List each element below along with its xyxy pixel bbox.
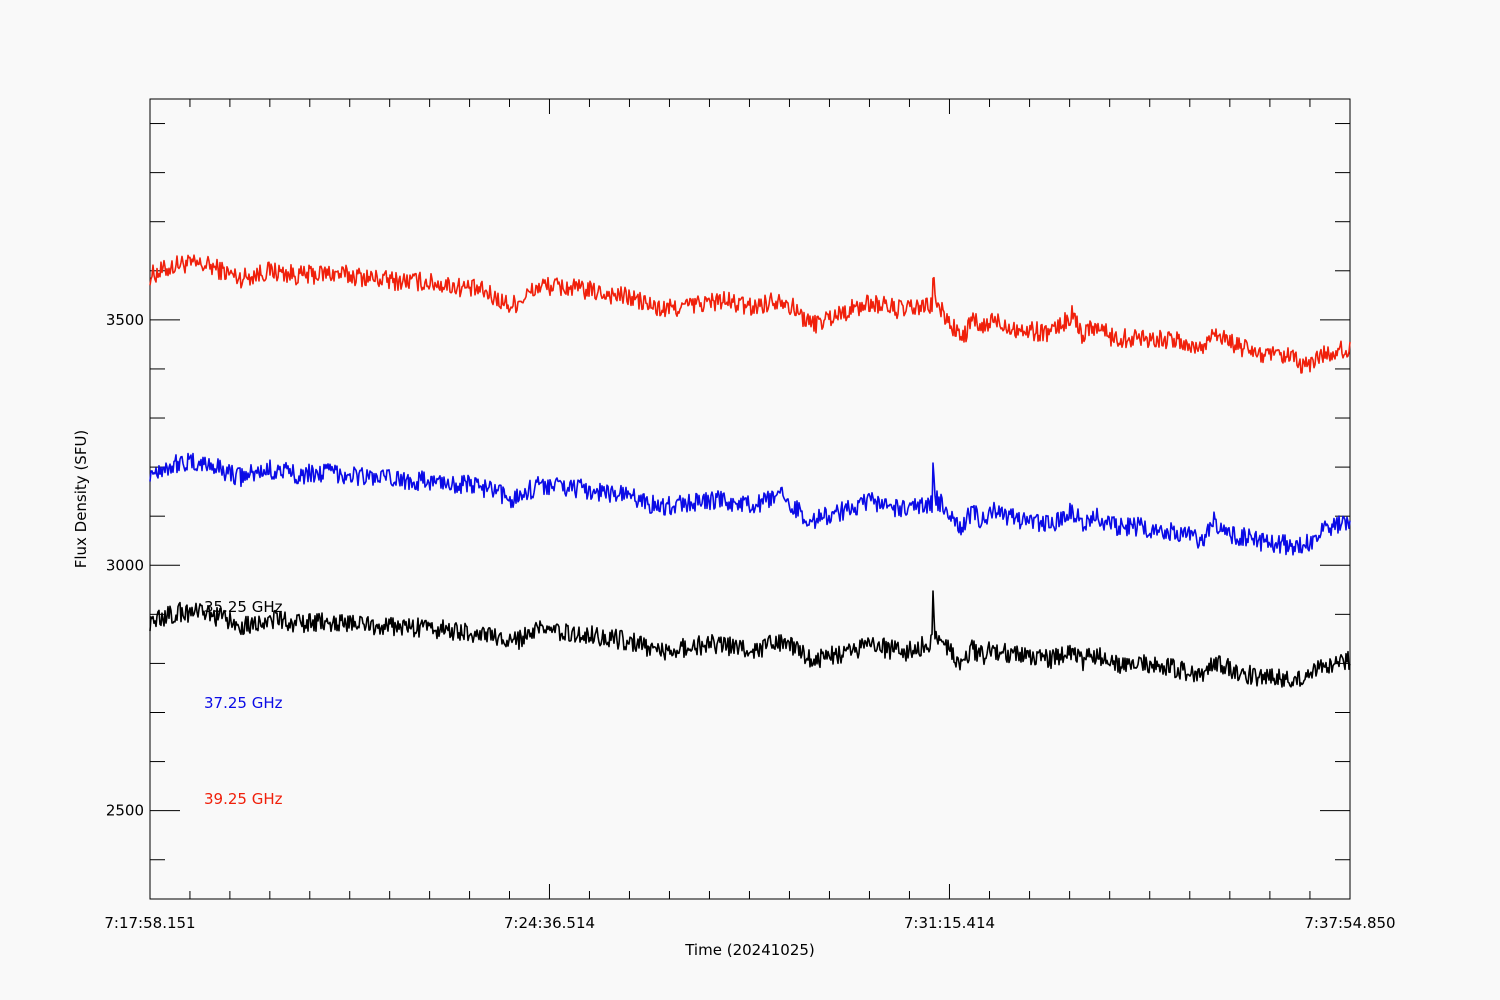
y-tick-label: 3500 (106, 311, 144, 329)
x-tick-label: 7:24:36.514 (504, 914, 595, 932)
x-tick-label: 7:17:58.151 (104, 914, 195, 932)
y-tick-label: 3000 (106, 556, 144, 574)
x-tick-label: 7:31:15.414 (904, 914, 995, 932)
y-axis-title: Flux Density (SFU) (72, 430, 90, 569)
x-axis-title: Time (20241025) (684, 941, 815, 959)
legend-label: 35.25 GHz (204, 598, 283, 616)
x-tick-label: 7:37:54.850 (1304, 914, 1395, 932)
plot-frame (149, 98, 1351, 900)
series-line-39_25-GHz (149, 254, 1351, 374)
series-line-37_25-GHz (149, 452, 1351, 556)
legend-label: 39.25 GHz (204, 790, 283, 808)
y-tick-label: 2500 (106, 802, 144, 820)
legend-label: 37.25 GHz (204, 694, 283, 712)
series-line-35_25-GHz (149, 590, 1351, 688)
